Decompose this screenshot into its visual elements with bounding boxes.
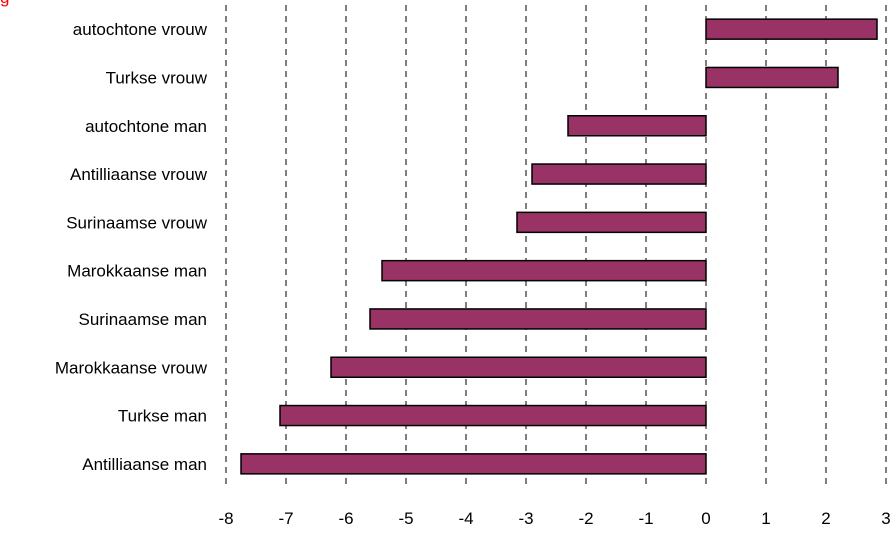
bar (240, 453, 707, 475)
x-tick-label: -8 (218, 509, 233, 528)
category-label: Marokkaanse man (67, 262, 207, 281)
category-label: Antilliaanse man (82, 455, 207, 474)
x-tick-label: -1 (638, 509, 653, 528)
bar (279, 404, 707, 427)
bar (705, 66, 839, 89)
bar (531, 163, 707, 185)
x-tick-label: -7 (278, 509, 293, 528)
corner-text: g (0, 0, 9, 8)
x-tick-label: -6 (338, 509, 353, 528)
category-label: Turkse vrouw (106, 68, 208, 87)
x-tick-label: -2 (578, 509, 593, 528)
category-label: autochtone man (85, 117, 207, 136)
category-label: Surinaamse man (78, 310, 207, 329)
x-tick-label: 0 (701, 509, 710, 528)
category-label: Surinaamse vrouw (66, 213, 208, 232)
x-tick-label: 3 (881, 509, 890, 528)
x-tick-label: -3 (518, 509, 533, 528)
category-label: Antilliaanse vrouw (70, 165, 208, 184)
bar (567, 115, 707, 137)
x-tick-label: -4 (458, 509, 473, 528)
bars (240, 18, 878, 475)
bar (330, 356, 707, 378)
bar (705, 18, 878, 40)
x-tick-label: 2 (821, 509, 830, 528)
bar (516, 211, 707, 234)
category-label: Turkse man (118, 407, 207, 426)
category-label: autochtone vrouw (73, 20, 208, 39)
x-tick-label: -5 (398, 509, 413, 528)
category-label: Marokkaanse vrouw (55, 358, 208, 377)
bar (381, 259, 707, 282)
bar (369, 308, 707, 330)
tick-labels: -8 -7 -6 -5 -4 -3 -2 -1 0 1 2 3 (218, 509, 890, 528)
category-labels: autochtone vrouw Turkse vrouw autochtone m… (55, 20, 208, 474)
x-tick-label: 1 (761, 509, 770, 528)
